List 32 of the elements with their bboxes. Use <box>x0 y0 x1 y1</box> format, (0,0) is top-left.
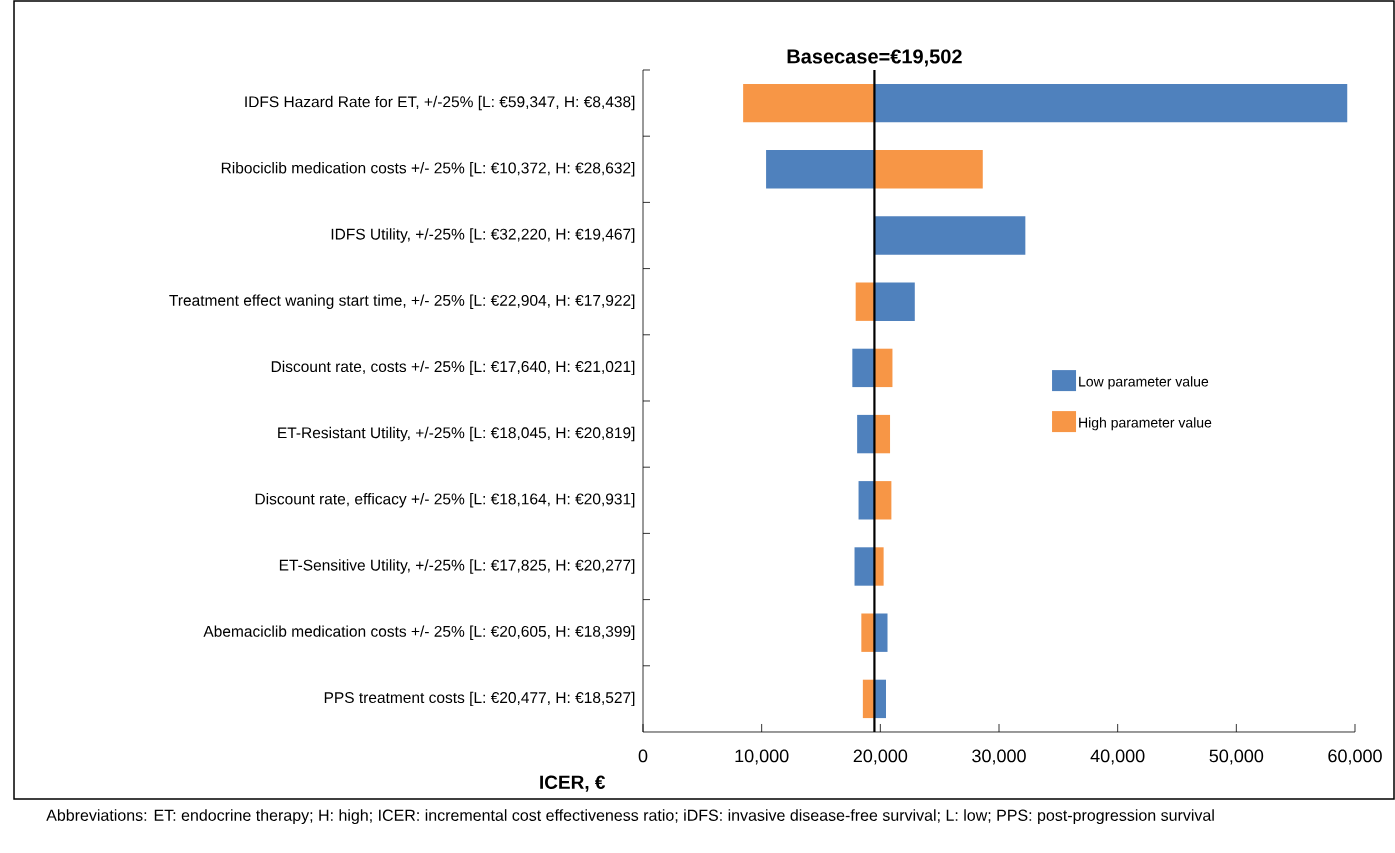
ref-line-label: Basecase=€19,502 <box>787 49 962 67</box>
bar <box>874 282 915 321</box>
x-tick-label: 0 <box>638 749 648 763</box>
bar <box>854 547 875 586</box>
x-axis-title: ICER, € <box>540 775 606 792</box>
x-tick-label: 30,000 <box>972 749 1026 765</box>
y-tick-label: Abemaciclib medication costs +/- 25% [L: €20,605, H: €18,399] <box>203 625 635 640</box>
y-tick-label: IDFS Utility, +/-25% [L: €32,220, H: €19,467] <box>331 228 635 243</box>
bar <box>874 150 983 189</box>
bar <box>852 348 875 388</box>
x-tick-label: 50,000 <box>1209 749 1264 765</box>
y-tick-label: Treatment effect waning start time, +/- 25% [L: €22,904, H: €17,922] <box>169 294 635 309</box>
x-tick-label: 60,000 <box>1328 749 1382 765</box>
y-tick-label: ET-Resistant Utility, +/-25% [L: €18,045, H: €20,819] <box>278 426 635 442</box>
legend-label: Low parameter value <box>1079 376 1209 390</box>
bar <box>766 150 875 189</box>
y-tick-label: IDFS Hazard Rate for ET, +/-25% [L: €59,347, H: €8,438] <box>245 95 635 111</box>
bar <box>874 83 1348 123</box>
y-tick-label: PPS treatment costs [L: €20,477, H: €18,527] <box>324 691 635 707</box>
text: Abbreviations: ET: endocrine therapy; H: high; ICER: incremental cost effectiveness ratio; iDFS: invasive disease-free survival; L: low; PPS: post-progression survival <box>46 809 1214 825</box>
y-tick-label: ET-Sensitive Utility, +/-25% [L: €17,825, H: €20,277] <box>279 559 635 574</box>
bar <box>743 83 875 123</box>
x-tick-label: 40,000 <box>1090 749 1145 765</box>
bar <box>855 282 875 321</box>
x-tick-label: 10,000 <box>735 749 789 765</box>
y-tick-label: Discount rate, costs +/- 25% [L: €17,640, H: €21,021] <box>271 360 635 376</box>
y-tick-label: Discount rate, efficacy +/- 25% [L: €18,164, H: €20,931] <box>255 493 635 508</box>
bar <box>857 414 875 454</box>
legend-label: High parameter value <box>1079 417 1212 431</box>
y-tick-label: Ribociclib medication costs +/- 25% [L: €10,372, H: €28,632] <box>221 162 635 177</box>
bar <box>874 216 1026 255</box>
x-tick-label: 20,000 <box>853 749 908 765</box>
